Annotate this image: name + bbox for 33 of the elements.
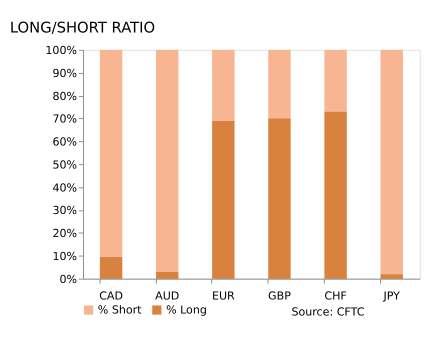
x-tick-label: CAD [99, 289, 123, 302]
y-tick-label: 30% [52, 204, 78, 218]
y-tick-label: 60% [52, 136, 78, 149]
y-tick-label: 70% [52, 112, 78, 126]
bar [212, 50, 235, 121]
y-tick-label: 90% [52, 66, 78, 80]
y-tick-label: 80% [52, 90, 78, 103]
bar [380, 50, 403, 274]
legend-label: % Short [98, 304, 142, 317]
y-tick-label: 100% [45, 44, 78, 58]
source-note: Source: CFTC [291, 306, 365, 319]
bar [324, 50, 347, 112]
x-tick-label: GBP [268, 289, 292, 302]
y-tick-label: 50% [52, 158, 78, 172]
bar [212, 120, 235, 279]
y-tick-label: 40% [52, 181, 78, 194]
bar [268, 118, 291, 279]
bar [324, 112, 347, 279]
bar [380, 274, 403, 279]
chart-title: LONG/SHORT RATIO [10, 19, 156, 36]
legend-label: % Long [166, 304, 207, 317]
bar [268, 50, 291, 119]
bar [100, 256, 122, 279]
x-tick-label: AUD [155, 289, 180, 302]
x-tick-label: CHF [324, 289, 347, 302]
y-tick-label: 0% [59, 272, 78, 286]
bar [156, 272, 178, 279]
y-tick-label: 20% [52, 227, 78, 240]
x-tick-label: JPY [382, 289, 400, 302]
bar [156, 50, 178, 272]
y-tick-label: 10% [52, 250, 78, 263]
bar [100, 50, 122, 257]
x-tick-label: EUR [212, 289, 236, 302]
